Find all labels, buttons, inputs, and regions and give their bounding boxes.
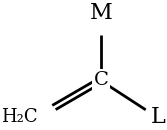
Text: H₂C: H₂C	[1, 108, 38, 126]
Text: C: C	[94, 71, 109, 89]
Text: M: M	[90, 2, 113, 24]
Text: L: L	[151, 106, 166, 128]
